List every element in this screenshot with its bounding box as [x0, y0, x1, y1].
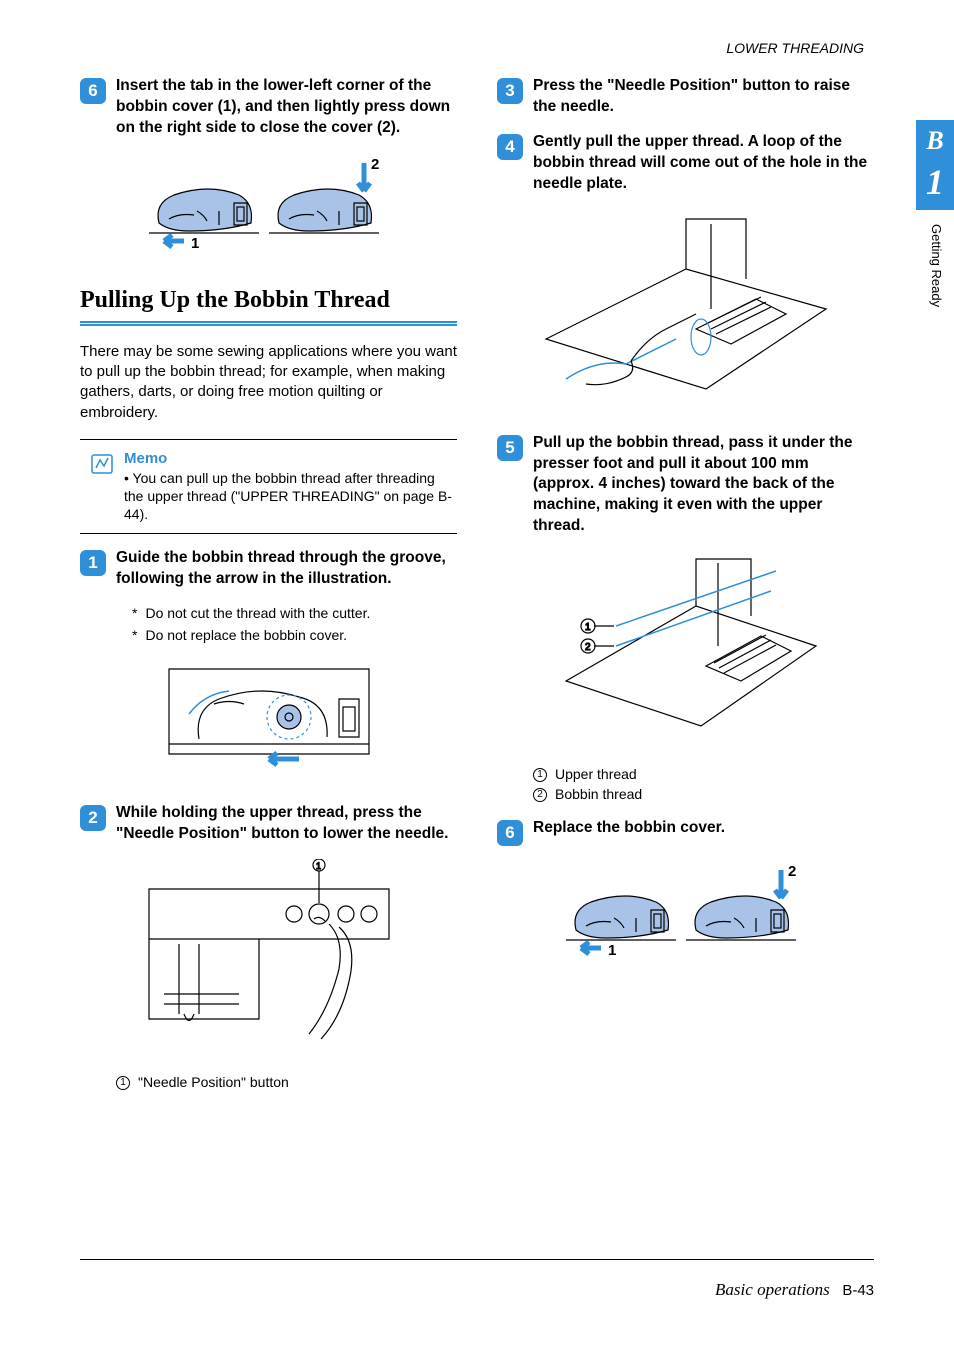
- footer-rule: [80, 1259, 874, 1260]
- step-text: While holding the upper thread, press th…: [116, 803, 457, 845]
- step-badge: 4: [497, 134, 523, 160]
- callout-item: 2 Bobbin thread: [533, 785, 874, 805]
- callout-item: 1 "Needle Position" button: [116, 1073, 457, 1093]
- step-1: 1 Guide the bobbin thread through the gr…: [80, 548, 457, 590]
- running-header: LOWER THREADING: [80, 40, 874, 56]
- section-heading-wrap: Pulling Up the Bobbin Thread: [80, 287, 457, 326]
- tab-chapter-number: 1: [916, 162, 954, 210]
- step-4: 4 Gently pull the upper thread. A loop o…: [497, 132, 874, 195]
- step-text: Insert the tab in the lower-left corner …: [116, 76, 457, 139]
- step-text: Guide the bobbin thread through the groo…: [116, 548, 457, 590]
- step-text: Replace the bobbin cover.: [533, 818, 725, 839]
- callout-item: 1 Upper thread: [533, 765, 874, 785]
- step1-notes: *Do not cut the thread with the cutter. …: [132, 604, 457, 645]
- memo-text: • You can pull up the bobbin thread afte…: [124, 469, 457, 524]
- section-heading: Pulling Up the Bobbin Thread: [80, 287, 457, 318]
- step-5: 5 Pull up the bobbin thread, pass it und…: [497, 433, 874, 538]
- tab-section-letter: B: [916, 120, 954, 162]
- svg-text:1: 1: [585, 622, 591, 633]
- step-text: Pull up the bobbin thread, pass it under…: [533, 433, 874, 538]
- page: LOWER THREADING 6 Insert the tab in the …: [0, 0, 954, 1146]
- note-item: *Do not replace the bobbin cover.: [132, 626, 457, 645]
- step-badge: 2: [80, 805, 106, 831]
- thread-pull-illustration: 1 2: [546, 551, 826, 741]
- footer-page: B-43: [842, 1282, 874, 1299]
- step5-callouts: 1 Upper thread 2 Bobbin thread: [533, 765, 874, 804]
- thread-loop-illustration: [536, 209, 836, 409]
- step-badge: 5: [497, 435, 523, 461]
- note-item: *Do not cut the thread with the cutter.: [132, 604, 457, 623]
- bobbin-groove-illustration: [159, 659, 379, 779]
- content-columns: 6 Insert the tab in the lower-left corne…: [80, 76, 874, 1106]
- step-badge: 6: [497, 820, 523, 846]
- heading-rule: [80, 321, 457, 326]
- memo-title: Memo: [124, 450, 457, 467]
- svg-text:1: 1: [316, 861, 321, 871]
- needle-position-button-illustration: 1: [139, 859, 399, 1049]
- bobbin-cover-illustration: 1 2: [139, 153, 399, 263]
- footer-section: Basic operations: [715, 1280, 830, 1299]
- tab-label: Getting Ready: [926, 210, 944, 307]
- side-tab: B 1 Getting Ready: [916, 120, 954, 307]
- replace-cover-illustration: 1 2: [556, 860, 816, 970]
- memo-icon: [90, 452, 114, 476]
- svg-text:2: 2: [371, 156, 379, 173]
- memo-content: Memo • You can pull up the bobbin thread…: [124, 450, 457, 524]
- svg-text:2: 2: [585, 642, 591, 653]
- left-column: 6 Insert the tab in the lower-left corne…: [80, 76, 457, 1106]
- step-6-right: 6 Replace the bobbin cover.: [497, 818, 874, 846]
- step-badge: 3: [497, 78, 523, 104]
- svg-text:1: 1: [608, 942, 616, 959]
- step-3: 3 Press the "Needle Position" button to …: [497, 76, 874, 118]
- step-text: Press the "Needle Position" button to ra…: [533, 76, 874, 118]
- step-6-left: 6 Insert the tab in the lower-left corne…: [80, 76, 457, 139]
- page-footer: Basic operations B-43: [715, 1280, 874, 1300]
- svg-text:2: 2: [788, 863, 796, 880]
- right-column: 3 Press the "Needle Position" button to …: [497, 76, 874, 1106]
- step-text: Gently pull the upper thread. A loop of …: [533, 132, 874, 195]
- step-badge: 1: [80, 550, 106, 576]
- step-2: 2 While holding the upper thread, press …: [80, 803, 457, 845]
- intro-paragraph: There may be some sewing applications wh…: [80, 342, 457, 423]
- step2-callouts: 1 "Needle Position" button: [116, 1073, 457, 1093]
- svg-text:1: 1: [191, 235, 199, 252]
- memo-box: Memo • You can pull up the bobbin thread…: [80, 439, 457, 535]
- step-badge: 6: [80, 78, 106, 104]
